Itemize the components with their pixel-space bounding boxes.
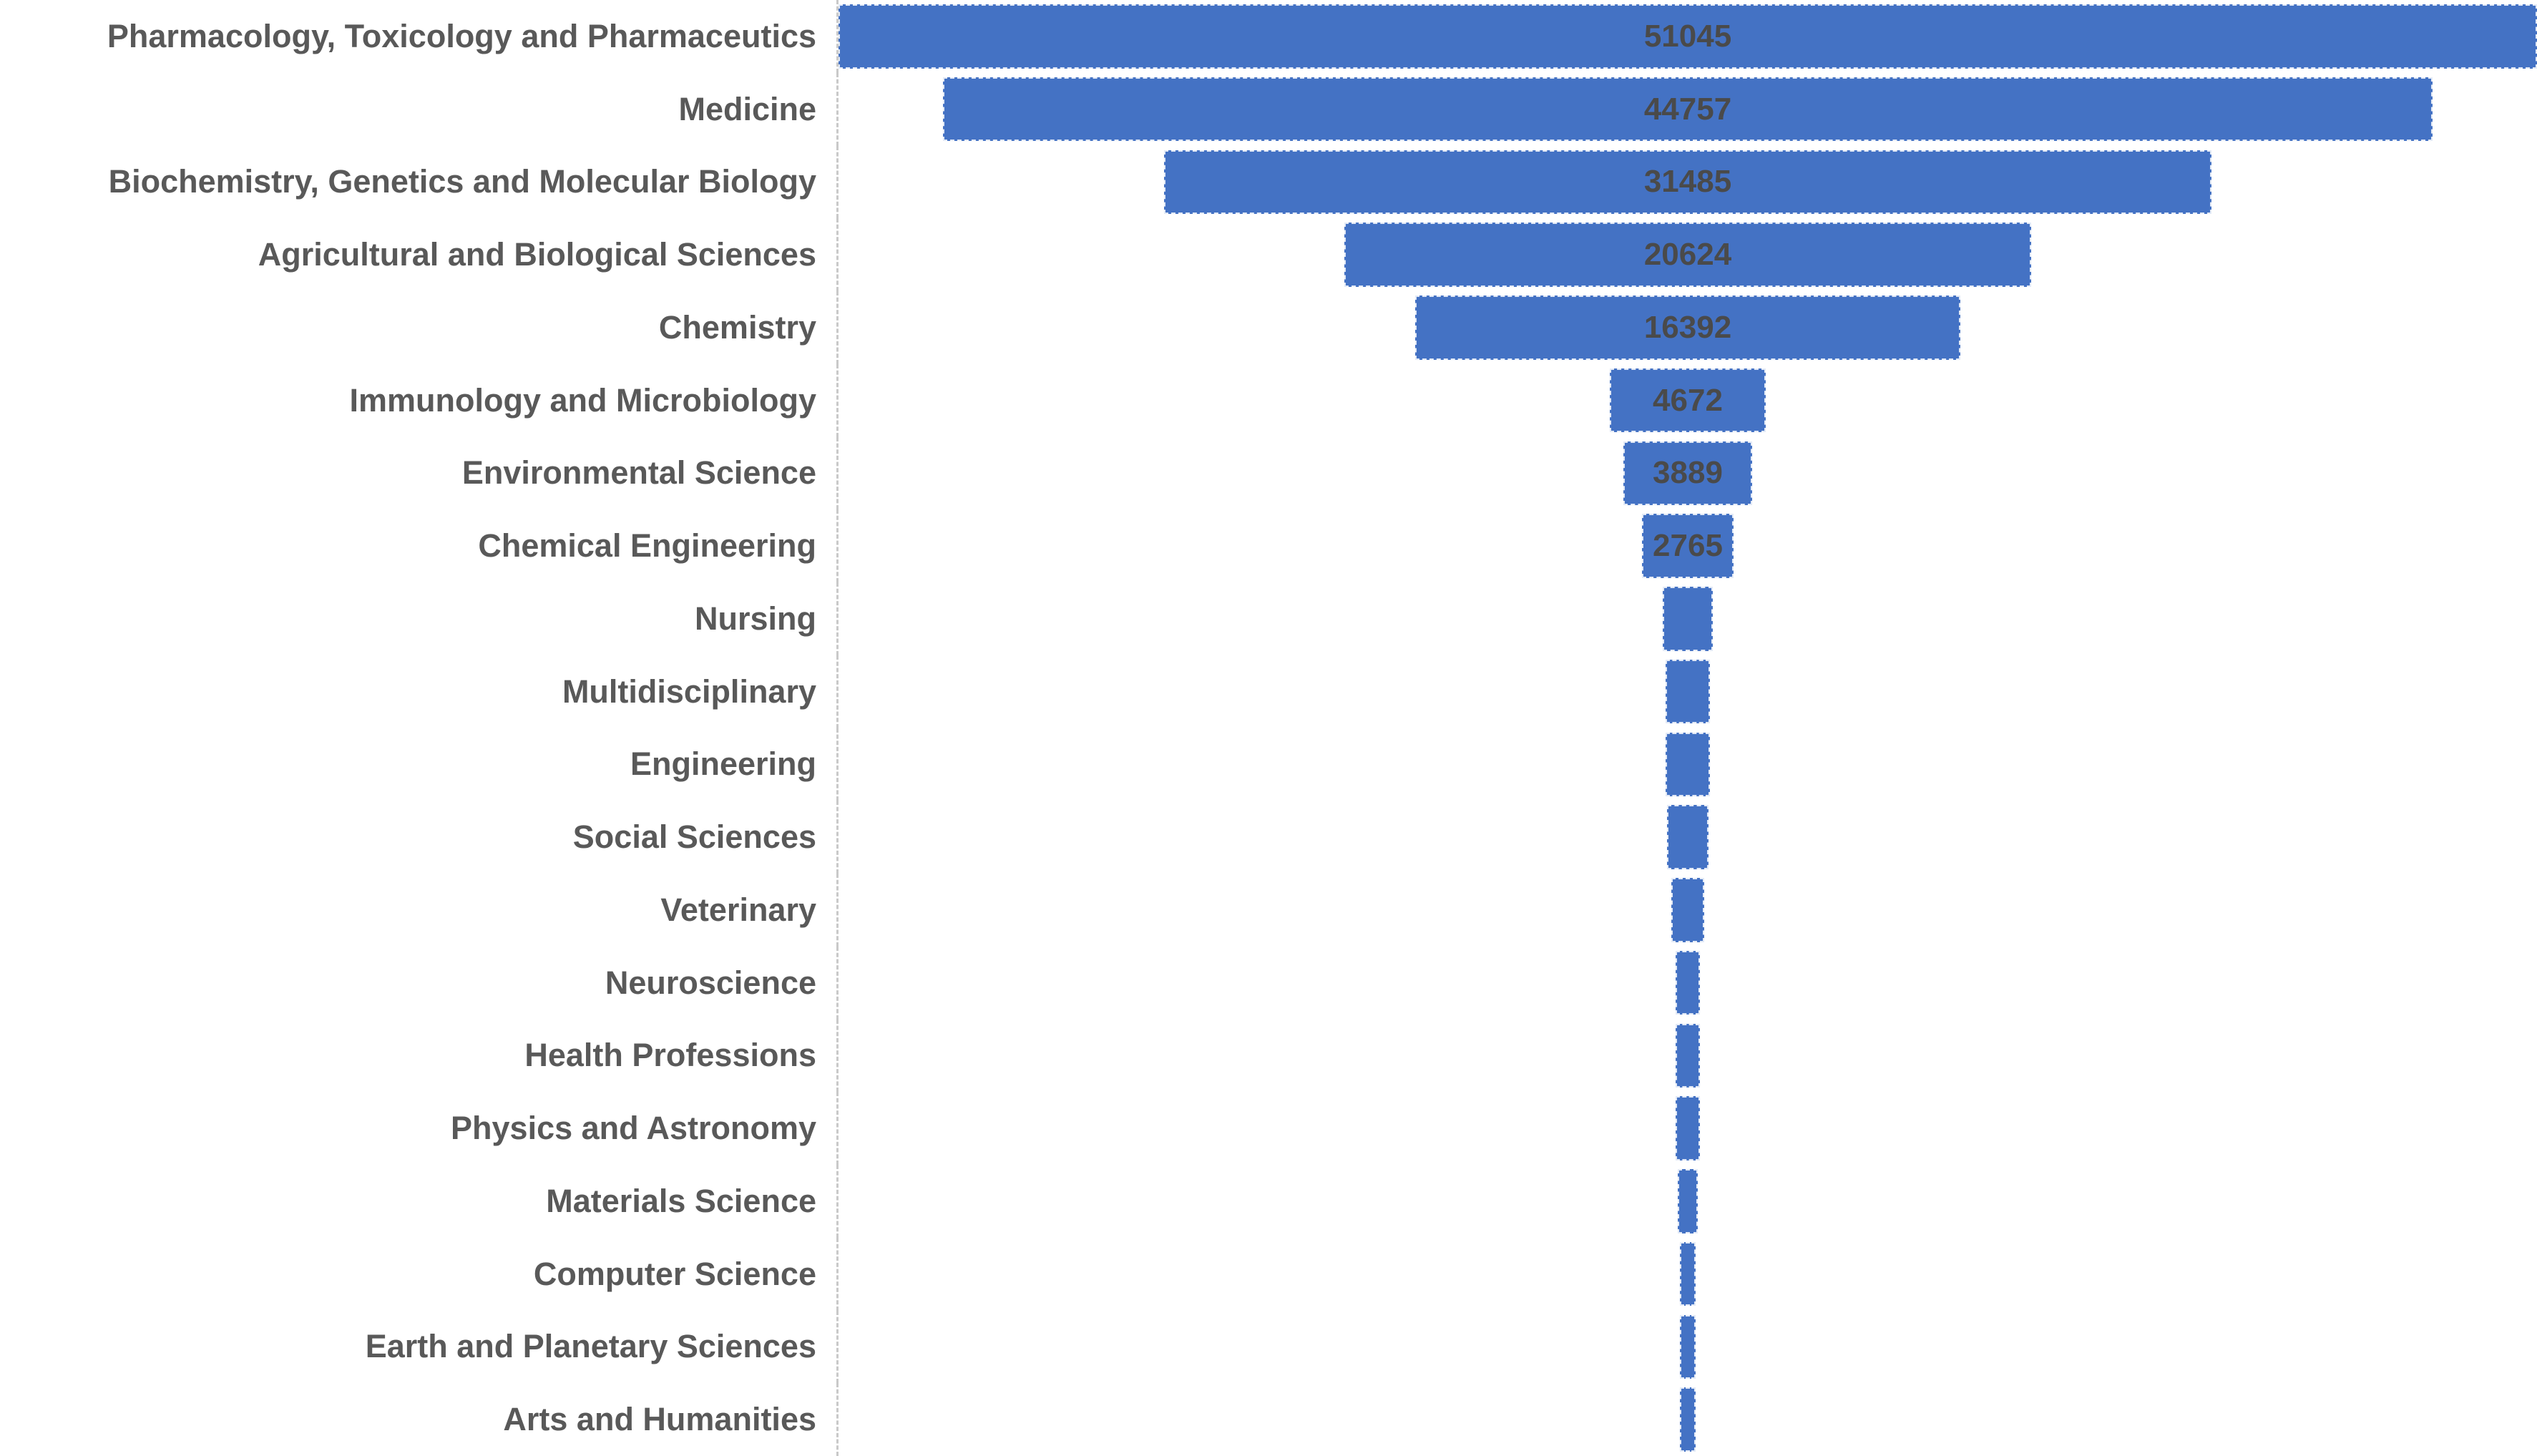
plot-area	[836, 655, 2537, 728]
plot-area	[836, 1165, 2537, 1238]
funnel-bar	[1662, 587, 1714, 651]
funnel-row: Engineering	[0, 728, 2537, 801]
category-label: Nursing	[694, 600, 816, 637]
category-label: Neuroscience	[605, 964, 816, 1001]
funnel-bar	[1666, 805, 1709, 869]
funnel-bar: 3889	[1623, 441, 1753, 506]
plot-area: 51045	[836, 0, 2537, 73]
funnel-row: Biochemistry, Genetics and Molecular Bio…	[0, 145, 2537, 219]
funnel-row: Pharmacology, Toxicology and Pharmaceuti…	[0, 0, 2537, 73]
plot-area: 20624	[836, 218, 2537, 291]
category-label: Earth and Planetary Sciences	[365, 1328, 816, 1365]
funnel-row: Neuroscience	[0, 946, 2537, 1020]
category-label: Environmental Science	[461, 454, 816, 492]
funnel-row: Social Sciences	[0, 801, 2537, 874]
funnel-bar: 44757	[943, 77, 2433, 142]
category-label: Biochemistry, Genetics and Molecular Bio…	[108, 163, 816, 200]
plot-area: 2765	[836, 509, 2537, 582]
category-label: Materials Science	[546, 1182, 816, 1219]
category-label: Pharmacology, Toxicology and Pharmaceuti…	[107, 17, 816, 54]
funnel-bar: 16392	[1414, 295, 1961, 360]
category-label: Computer Science	[533, 1255, 816, 1292]
funnel-bar	[1678, 1169, 1698, 1233]
category-label: Chemistry	[658, 308, 816, 346]
funnel-row: Medicine 44757	[0, 72, 2537, 146]
funnel-row: Physics and Astronomy	[0, 1092, 2537, 1165]
category-label: Veterinary	[660, 891, 816, 928]
funnel-row: Health Professions	[0, 1019, 2537, 1093]
funnel-bar	[1675, 950, 1701, 1015]
plot-area	[836, 801, 2537, 874]
funnel-row: Environmental Science 3889	[0, 436, 2537, 510]
bar-value-label: 20624	[1643, 237, 1732, 273]
plot-area	[836, 946, 2537, 1020]
bar-value-label: 16392	[1643, 309, 1732, 345]
category-label: Engineering	[630, 746, 816, 783]
category-label: Agricultural and Biological Sciences	[258, 236, 816, 273]
funnel-bar	[1666, 659, 1710, 724]
bar-value-label: 31485	[1643, 164, 1732, 200]
funnel-bar	[1679, 1314, 1696, 1379]
plot-area	[836, 582, 2537, 655]
plot-area	[836, 1383, 2537, 1456]
funnel-bar: 51045	[839, 4, 2537, 69]
funnel-row: Veterinary	[0, 874, 2537, 947]
plot-area: 3889	[836, 436, 2537, 510]
plot-area: 44757	[836, 72, 2537, 146]
funnel-row: Nursing	[0, 582, 2537, 655]
plot-area	[836, 874, 2537, 947]
funnel-bar	[1680, 1387, 1696, 1452]
funnel-row: Computer Science	[0, 1237, 2537, 1311]
funnel-bar	[1676, 1096, 1700, 1161]
category-label: Multidisciplinary	[562, 673, 816, 710]
funnel-row: Immunology and Microbiology 4672	[0, 363, 2537, 437]
plot-area	[836, 1237, 2537, 1311]
category-label: Arts and Humanities	[503, 1401, 816, 1438]
funnel-row: Arts and Humanities	[0, 1383, 2537, 1456]
funnel-row: Agricultural and Biological Sciences 2062…	[0, 218, 2537, 291]
bar-value-label: 44757	[1643, 91, 1732, 127]
category-label: Health Professions	[524, 1037, 816, 1074]
bar-value-label: 51045	[1643, 18, 1732, 54]
bar-value-label: 2765	[1653, 528, 1723, 564]
category-label: Physics and Astronomy	[451, 1110, 816, 1147]
plot-area: 16392	[836, 291, 2537, 364]
plot-area: 4672	[836, 363, 2537, 437]
funnel-bar	[1671, 878, 1704, 942]
bar-value-label: 3889	[1653, 455, 1723, 491]
funnel-bar: 2765	[1641, 514, 1734, 578]
funnel-bar	[1679, 1241, 1696, 1306]
funnel-bar: 4672	[1610, 368, 1766, 433]
category-label: Medicine	[678, 90, 816, 127]
funnel-bar: 20624	[1344, 223, 2031, 287]
plot-area	[836, 1019, 2537, 1093]
funnel-bar: 31485	[1163, 150, 2212, 215]
plot-area: 31485	[836, 145, 2537, 219]
category-label: Chemical Engineering	[478, 527, 816, 565]
category-label: Immunology and Microbiology	[349, 381, 817, 419]
funnel-row: Multidisciplinary	[0, 655, 2537, 728]
funnel-row: Materials Science	[0, 1165, 2537, 1238]
funnel-bar	[1666, 732, 1710, 797]
plot-area	[836, 1092, 2537, 1165]
category-label: Social Sciences	[572, 819, 816, 856]
plot-area	[836, 1310, 2537, 1384]
plot-area	[836, 728, 2537, 801]
funnel-bar	[1676, 1023, 1700, 1088]
funnel-row: Earth and Planetary Sciences	[0, 1310, 2537, 1384]
bar-value-label: 4672	[1653, 382, 1723, 418]
funnel-row: Chemistry 16392	[0, 291, 2537, 364]
funnel-row: Chemical Engineering 2765	[0, 509, 2537, 582]
